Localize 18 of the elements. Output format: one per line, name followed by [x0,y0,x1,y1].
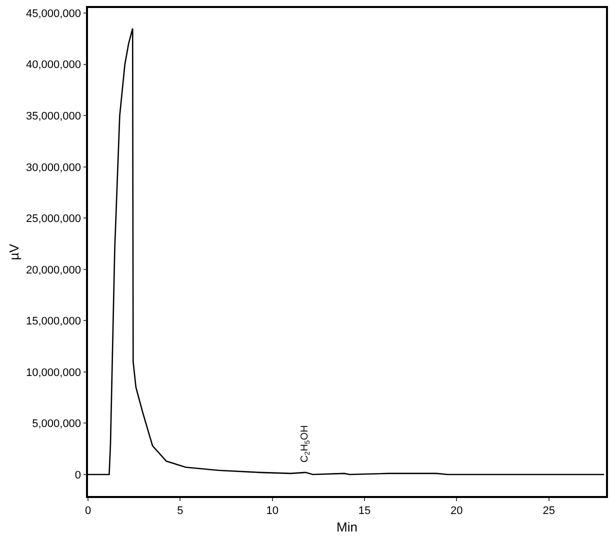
x-tick-label: 25 [542,505,555,518]
y-axis-title: µV [6,244,22,260]
x-tick-label: 10 [266,505,278,518]
y-tick-label: 5,000,000 [32,418,82,430]
x-tick-label: 15 [358,505,371,518]
x-tick-label: 20 [450,505,463,518]
y-tick-label: 15,000,000 [26,316,82,328]
y-tick-label: 20,000,000 [26,264,82,276]
y-tick-label: 40,000,000 [26,59,82,72]
y-tick-label: 30,000,000 [26,162,82,174]
y-tick-label: 25,000,000 [26,213,82,226]
y-tick-label: 35,000,000 [26,110,82,122]
y-tick-label: 10,000,000 [26,366,82,379]
y-tick-label: 45,000,000 [26,8,82,20]
x-tick-label: 5 [177,505,184,518]
x-tick-label: 0 [84,505,92,518]
x-axis-title: Min [336,519,358,534]
y-tick-label: 0 [74,469,82,482]
